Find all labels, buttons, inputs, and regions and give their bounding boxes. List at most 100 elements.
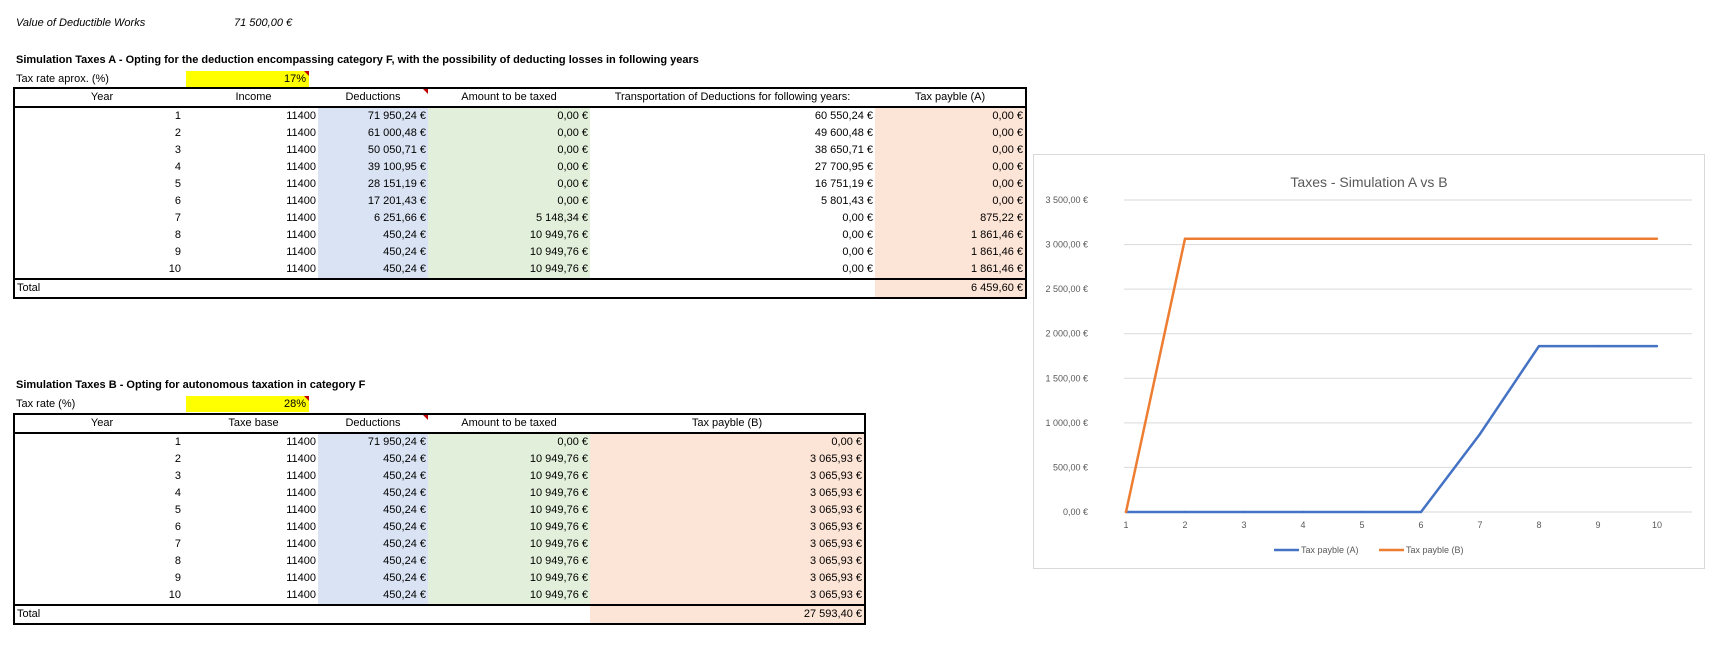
cell-tax-b[interactable]: 3 065,93 € xyxy=(590,536,865,553)
tax-comparison-chart[interactable]: Taxes - Simulation A vs B 0,00 € 500,00 € 1… xyxy=(1033,154,1705,569)
cell-deductions[interactable]: 450,24 € xyxy=(318,468,428,485)
cell-tax-a[interactable]: 0,00 € xyxy=(875,142,1026,159)
cell-amount-taxed[interactable]: 10 949,76 € xyxy=(428,587,590,605)
cell-transportation[interactable]: 0,00 € xyxy=(842,212,873,224)
cell-deductions[interactable]: 450,24 € xyxy=(318,261,428,279)
cell-tax-b[interactable]: 3 065,93 € xyxy=(590,502,865,519)
cell-deductions[interactable]: 50 050,71 € xyxy=(318,142,428,159)
cell-deductions[interactable]: 450,24 € xyxy=(318,570,428,587)
cell-deductions[interactable]: 450,24 € xyxy=(318,502,428,519)
cell-amount-taxed[interactable]: 0,00 € xyxy=(428,193,590,210)
cell-year[interactable]: 6 xyxy=(174,521,181,533)
cell-income[interactable]: 11400 xyxy=(286,246,316,258)
cell-income[interactable]: 11400 xyxy=(286,178,316,190)
cell-transportation[interactable]: 49 600,48 € xyxy=(814,127,873,139)
cell-year[interactable]: 8 xyxy=(174,555,181,567)
cell-year[interactable]: 4 xyxy=(174,161,181,173)
cell-deductions[interactable]: 450,24 € xyxy=(318,227,428,244)
deductible-works-value[interactable]: 71 500,00 € xyxy=(234,17,293,29)
cell-amount-taxed[interactable]: 10 949,76 € xyxy=(428,536,590,553)
cell-amount-taxed[interactable]: 10 949,76 € xyxy=(428,261,590,279)
cell-amount-taxed[interactable]: 0,00 € xyxy=(428,107,590,125)
cell-deductions[interactable]: 450,24 € xyxy=(318,536,428,553)
cell-tax-b[interactable]: 3 065,93 € xyxy=(590,553,865,570)
cell-year[interactable]: 9 xyxy=(174,246,181,258)
cell-income[interactable]: 11400 xyxy=(286,195,316,207)
cell-deductions[interactable]: 450,24 € xyxy=(318,244,428,261)
cell-amount-taxed[interactable]: 10 949,76 € xyxy=(428,451,590,468)
cell-transportation[interactable]: 60 550,24 € xyxy=(814,110,873,122)
cell-tax-a[interactable]: 0,00 € xyxy=(875,176,1026,193)
cell-amount-taxed[interactable]: 10 949,76 € xyxy=(428,570,590,587)
cell-amount-taxed[interactable]: 10 949,76 € xyxy=(428,468,590,485)
cell-tax-base[interactable]: 11400 xyxy=(286,470,316,482)
cell-tax-a[interactable]: 875,22 € xyxy=(875,210,1026,227)
cell-year[interactable]: 7 xyxy=(174,538,181,550)
cell-deductions[interactable]: 71 950,24 € xyxy=(318,433,428,451)
cell-income[interactable]: 11400 xyxy=(286,212,316,224)
cell-transportation[interactable]: 0,00 € xyxy=(842,246,873,258)
cell-year[interactable]: 9 xyxy=(174,572,181,584)
cell-deductions[interactable]: 450,24 € xyxy=(318,519,428,536)
cell-year[interactable]: 5 xyxy=(174,178,181,190)
cell-tax-base[interactable]: 11400 xyxy=(286,555,316,567)
cell-year[interactable]: 6 xyxy=(174,195,181,207)
cell-income[interactable]: 11400 xyxy=(286,110,316,122)
cell-transportation[interactable]: 0,00 € xyxy=(842,263,873,275)
cell-deductions[interactable]: 450,24 € xyxy=(318,553,428,570)
cell-year[interactable]: 2 xyxy=(174,127,181,139)
sim-b-rate-cell[interactable]: 28% xyxy=(186,396,309,412)
cell-year[interactable]: 2 xyxy=(174,453,181,465)
cell-amount-taxed[interactable]: 10 949,76 € xyxy=(428,502,590,519)
cell-income[interactable]: 11400 xyxy=(286,144,316,156)
cell-tax-a[interactable]: 0,00 € xyxy=(875,107,1026,125)
cell-year[interactable]: 8 xyxy=(174,229,181,241)
cell-deductions[interactable]: 6 251,66 € xyxy=(318,210,428,227)
cell-income[interactable]: 11400 xyxy=(286,127,316,139)
cell-amount-taxed[interactable]: 10 949,76 € xyxy=(428,227,590,244)
cell-year[interactable]: 10 xyxy=(168,589,181,601)
cell-deductions[interactable]: 450,24 € xyxy=(318,451,428,468)
cell-tax-a[interactable]: 0,00 € xyxy=(875,193,1026,210)
total-value[interactable]: 27 593,40 € xyxy=(590,605,865,624)
cell-transportation[interactable]: 5 801,43 € xyxy=(821,195,873,207)
cell-tax-a[interactable]: 1 861,46 € xyxy=(875,261,1026,279)
total-value[interactable]: 6 459,60 € xyxy=(875,279,1026,298)
cell-tax-base[interactable]: 11400 xyxy=(286,538,316,550)
cell-deductions[interactable]: 71 950,24 € xyxy=(318,107,428,125)
cell-tax-b[interactable]: 3 065,93 € xyxy=(590,570,865,587)
cell-amount-taxed[interactable]: 10 949,76 € xyxy=(428,519,590,536)
cell-income[interactable]: 11400 xyxy=(286,161,316,173)
cell-tax-a[interactable]: 1 861,46 € xyxy=(875,244,1026,261)
cell-transportation[interactable]: 27 700,95 € xyxy=(814,161,873,173)
cell-income[interactable]: 11400 xyxy=(286,263,316,275)
cell-amount-taxed[interactable]: 10 949,76 € xyxy=(428,553,590,570)
cell-tax-b[interactable]: 0,00 € xyxy=(590,433,865,451)
cell-amount-taxed[interactable]: 5 148,34 € xyxy=(428,210,590,227)
cell-tax-base[interactable]: 11400 xyxy=(286,504,316,516)
cell-deductions[interactable]: 450,24 € xyxy=(318,485,428,502)
cell-tax-base[interactable]: 11400 xyxy=(286,487,316,499)
cell-transportation[interactable]: 16 751,19 € xyxy=(814,178,873,190)
cell-tax-base[interactable]: 11400 xyxy=(286,453,316,465)
cell-transportation[interactable]: 38 650,71 € xyxy=(814,144,873,156)
cell-year[interactable]: 3 xyxy=(174,144,181,156)
cell-amount-taxed[interactable]: 10 949,76 € xyxy=(428,485,590,502)
cell-tax-b[interactable]: 3 065,93 € xyxy=(590,587,865,605)
cell-amount-taxed[interactable]: 10 949,76 € xyxy=(428,244,590,261)
cell-tax-b[interactable]: 3 065,93 € xyxy=(590,519,865,536)
cell-year[interactable]: 7 xyxy=(174,212,181,224)
cell-amount-taxed[interactable]: 0,00 € xyxy=(428,125,590,142)
cell-tax-base[interactable]: 11400 xyxy=(286,589,316,601)
cell-income[interactable]: 11400 xyxy=(286,229,316,241)
cell-amount-taxed[interactable]: 0,00 € xyxy=(428,433,590,451)
cell-tax-b[interactable]: 3 065,93 € xyxy=(590,451,865,468)
cell-year[interactable]: 10 xyxy=(168,263,181,275)
cell-tax-base[interactable]: 11400 xyxy=(286,436,316,448)
cell-tax-b[interactable]: 3 065,93 € xyxy=(590,485,865,502)
cell-deductions[interactable]: 450,24 € xyxy=(318,587,428,605)
cell-amount-taxed[interactable]: 0,00 € xyxy=(428,159,590,176)
cell-transportation[interactable]: 0,00 € xyxy=(842,229,873,241)
cell-deductions[interactable]: 28 151,19 € xyxy=(318,176,428,193)
cell-amount-taxed[interactable]: 0,00 € xyxy=(428,142,590,159)
